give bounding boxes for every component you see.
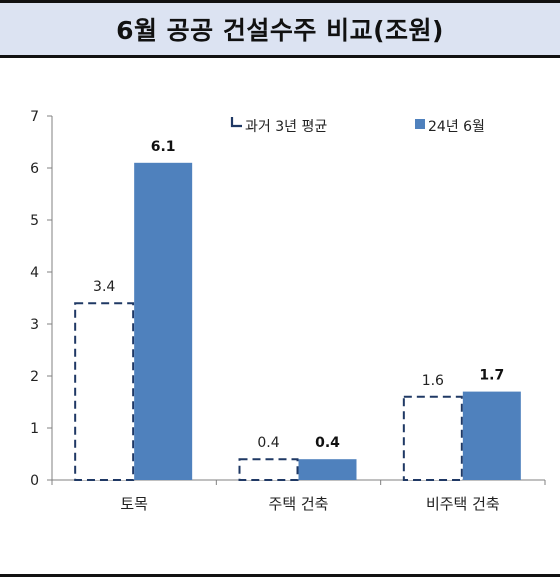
bar-past-avg bbox=[74, 302, 135, 482]
x-category-label: 주택 건축 bbox=[269, 495, 329, 513]
bar-june24 bbox=[462, 391, 521, 480]
y-tick-label: 7 bbox=[30, 109, 39, 125]
chart-header: 6월 공공 건설수주 비교(조원) bbox=[0, 0, 560, 58]
y-tick-label: 4 bbox=[30, 265, 39, 281]
legend-swatch-past-avg bbox=[230, 117, 242, 128]
bar-past-avg bbox=[238, 458, 299, 482]
legend-label-june24: 24년 6월 bbox=[428, 119, 485, 135]
x-category-label: 토목 bbox=[120, 495, 148, 513]
data-label-past-avg: 0.4 bbox=[257, 435, 279, 451]
chart-title: 6월 공공 건설수주 비교(조원) bbox=[116, 16, 444, 45]
bottom-rule bbox=[0, 574, 560, 577]
legend-swatch-june24 bbox=[415, 119, 425, 129]
bar-june24 bbox=[134, 162, 193, 481]
bar-past-avg bbox=[402, 395, 463, 481]
data-label-past-avg: 1.6 bbox=[422, 373, 444, 389]
y-tick-label: 5 bbox=[30, 213, 39, 229]
y-tick-label: 3 bbox=[30, 317, 39, 333]
data-label-june24: 6.1 bbox=[151, 139, 176, 155]
bar-june24 bbox=[298, 459, 357, 480]
y-tick-label: 1 bbox=[30, 421, 39, 437]
legend-label-past-avg: 과거 3년 평균 bbox=[245, 119, 327, 135]
data-label-past-avg: 3.4 bbox=[93, 279, 115, 295]
data-label-june24: 0.4 bbox=[315, 435, 340, 451]
y-tick-label: 6 bbox=[30, 161, 39, 177]
x-category-label: 비주택 건축 bbox=[426, 495, 500, 513]
data-label-june24: 1.7 bbox=[479, 368, 504, 384]
legend: 과거 3년 평균 24년 6월 bbox=[230, 117, 485, 135]
y-tick-label: 2 bbox=[30, 369, 39, 385]
y-tick-label: 0 bbox=[30, 473, 39, 489]
